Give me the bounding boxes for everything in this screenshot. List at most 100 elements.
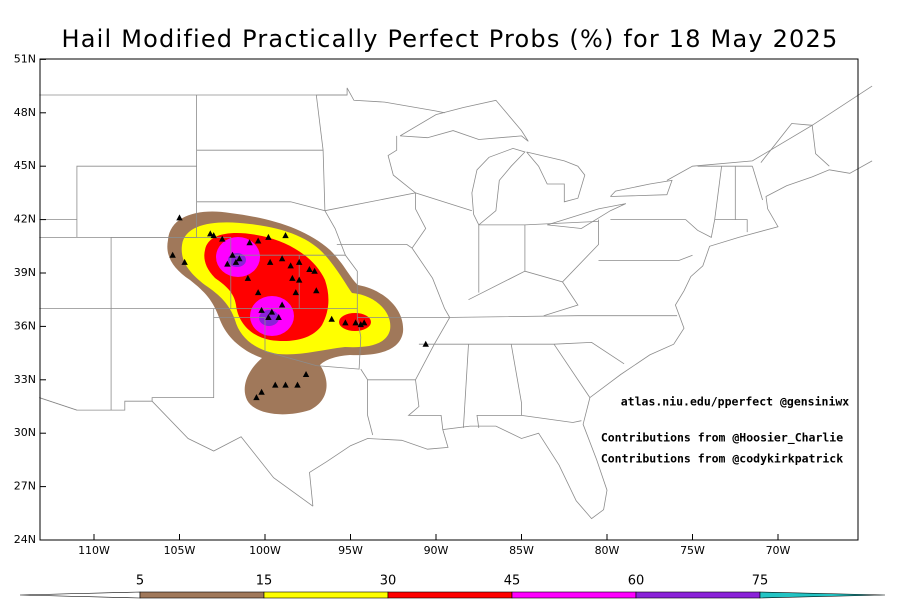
hail-report xyxy=(289,274,296,281)
lon-tick-label: 90W xyxy=(424,544,449,557)
hail-report xyxy=(232,258,240,265)
boundary xyxy=(526,151,586,203)
lon-tick-label: 75W xyxy=(680,544,705,557)
boundary xyxy=(399,99,529,142)
colorbar-segment xyxy=(759,591,886,599)
hail-report xyxy=(311,267,318,274)
lat-tick-label: 27N xyxy=(14,480,36,493)
hail-report xyxy=(422,340,429,347)
hail-report xyxy=(294,381,301,388)
colorbar-label: 15 xyxy=(256,574,273,589)
boundary xyxy=(463,344,469,428)
hail-report xyxy=(219,235,226,242)
credit: atlas.niu.edu/pperfect @gensiniwx xyxy=(621,395,850,409)
boundary xyxy=(39,397,78,411)
lon-tick-label: 110W xyxy=(78,544,110,557)
hail-report xyxy=(253,394,260,401)
hail-report xyxy=(268,308,276,315)
colorbar-label: 30 xyxy=(380,574,397,589)
hail-report xyxy=(265,233,272,240)
boundary xyxy=(471,147,526,226)
lat-tick-label: 33N xyxy=(14,373,36,386)
boundary xyxy=(543,281,579,317)
colorbar-label: 45 xyxy=(504,574,521,589)
hail-report xyxy=(342,319,349,326)
colorbar-segment xyxy=(139,591,265,599)
hail-report xyxy=(352,319,359,326)
lon-tick-label: 70W xyxy=(766,544,791,557)
credit: Contributions from @codykirkpatrick xyxy=(601,452,843,466)
boundary xyxy=(610,166,722,239)
boundary xyxy=(598,254,693,261)
hail-report xyxy=(287,262,294,269)
hail-report xyxy=(266,258,274,265)
colorbar-segment xyxy=(19,591,141,599)
hail-report xyxy=(296,258,303,265)
hail-report xyxy=(176,214,183,221)
hail-report xyxy=(254,237,262,244)
hail-report xyxy=(265,314,272,320)
boundary xyxy=(553,343,591,398)
hail-report xyxy=(236,255,243,262)
lon-tick-label: 100W xyxy=(249,544,281,557)
reports xyxy=(169,214,429,401)
boundary xyxy=(610,179,673,197)
boundary xyxy=(315,94,326,211)
boundary xyxy=(666,85,873,181)
hail-report xyxy=(244,274,252,281)
boundary xyxy=(714,219,748,233)
boundary xyxy=(752,166,763,201)
lat-tick-label: 30N xyxy=(14,426,36,439)
lat-tick-label: 42N xyxy=(14,213,36,226)
contour xyxy=(228,253,279,326)
hail-report xyxy=(306,265,313,272)
lat-tick-label: 51N xyxy=(14,52,36,65)
basemap xyxy=(39,85,873,520)
hail-report xyxy=(282,232,289,239)
hail-report xyxy=(357,321,364,328)
hail-report xyxy=(313,287,320,294)
map-area xyxy=(40,59,858,540)
boundary xyxy=(387,135,473,212)
lon-tick-label: 80W xyxy=(595,544,620,557)
hail-report xyxy=(282,381,289,388)
lat-tick-label: 45N xyxy=(14,159,36,172)
hail-report xyxy=(296,276,303,283)
colorbar-label: 60 xyxy=(628,574,645,589)
boundary xyxy=(360,368,374,436)
hail-report xyxy=(254,289,262,296)
lon-tick-label: 105W xyxy=(164,544,196,557)
hail-report xyxy=(181,258,188,265)
colorbar-label: 5 xyxy=(136,574,144,589)
colorbar-segment xyxy=(387,591,513,599)
lat-tick-label: 24N xyxy=(14,533,36,546)
boundary xyxy=(547,203,626,229)
lon-tick-label: 95W xyxy=(338,544,363,557)
hail-report xyxy=(210,232,217,239)
boundary xyxy=(357,315,678,318)
colorbar-segment xyxy=(263,591,389,599)
hail-report xyxy=(246,239,253,246)
hail-report xyxy=(169,251,176,258)
lon-tick-label: 85W xyxy=(509,544,534,557)
colorbar-label: 75 xyxy=(752,574,769,589)
hail-report xyxy=(360,319,368,326)
boundary xyxy=(521,415,582,423)
hail-report xyxy=(275,314,282,320)
boundary xyxy=(309,160,873,520)
boundary xyxy=(230,254,358,309)
colorbar-segment xyxy=(635,591,761,599)
hail-report xyxy=(258,306,265,313)
hail-report xyxy=(207,230,214,237)
hail-report xyxy=(272,381,279,388)
hail-report xyxy=(302,370,310,377)
hail-report xyxy=(292,289,299,296)
hail-report xyxy=(328,315,335,322)
hail-report xyxy=(258,388,265,395)
boundary xyxy=(213,308,362,370)
map-title: Hail Modified Practically Perfect Probs … xyxy=(62,25,839,53)
lat-tick-label: 39N xyxy=(14,266,36,279)
credit: Contributions from @Hoosier_Charlie xyxy=(601,431,843,446)
